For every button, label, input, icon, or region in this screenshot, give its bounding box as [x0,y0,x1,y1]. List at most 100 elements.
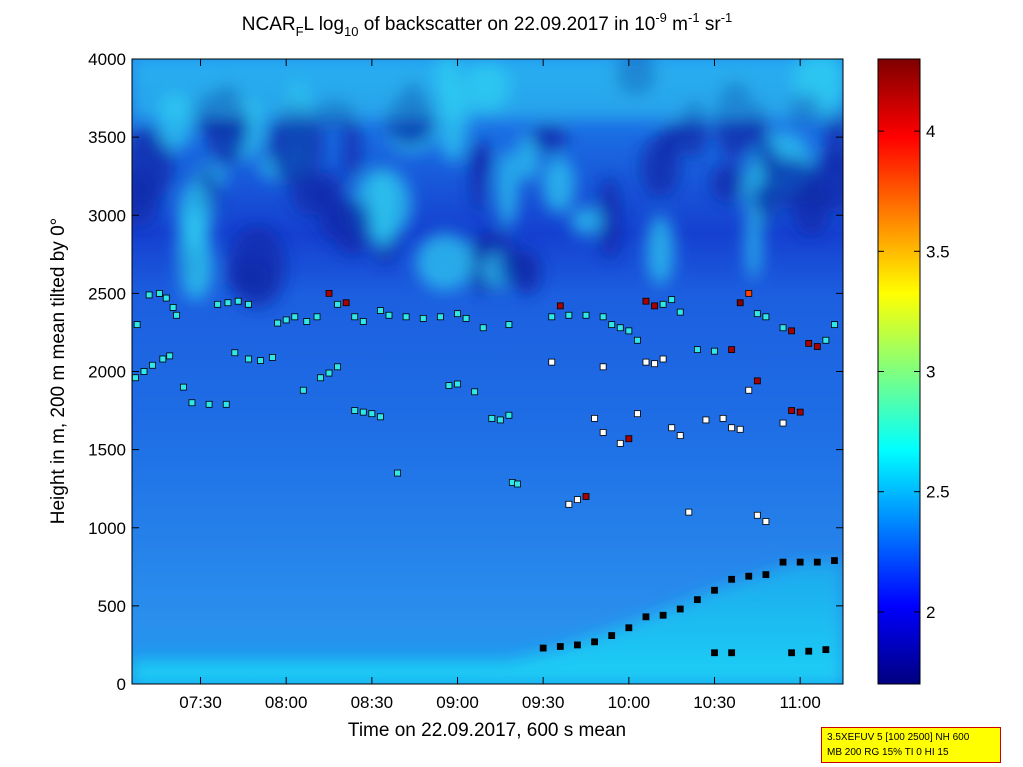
detection-marker [317,374,324,382]
detection-marker [676,308,684,316]
detection-marker [445,382,453,389]
detection-marker [625,435,633,443]
detection-marker [505,321,513,329]
y-tick: 500 [98,597,843,616]
detection-marker [779,558,787,566]
detection-marker [753,377,761,385]
parameter-info-box: 3.5XEFUV 5 [100 2500] NH 600 MB 200 RG 1… [821,727,1001,763]
detection-marker [599,313,607,321]
detection-marker [728,575,736,583]
detection-marker [831,557,838,564]
field-patch [342,117,362,179]
detection-marker [745,386,753,394]
detection-marker [711,347,718,355]
detection-marker [159,355,167,363]
detection-marker [634,336,641,344]
x-tick: 10:00 [608,59,651,712]
x-tick-label: 08:30 [351,693,394,712]
detection-marker [702,416,710,424]
colorbar-tick: 3 [878,363,935,382]
detection-marker [556,643,564,650]
x-tick: 09:00 [436,59,479,712]
detection-marker [359,408,367,416]
detection-marker [711,586,718,594]
field-patch [570,206,603,236]
x-tick: 08:30 [351,59,394,712]
y-tick-label: 4000 [88,50,126,69]
colorbar-axis: 2 2.5 3 3.5 4 [878,122,950,622]
detection-marker [454,380,461,388]
colorbar-tick-label: 3.5 [926,242,950,261]
detection-marker [245,355,252,363]
detection-marker [831,321,838,329]
detection-marker [214,300,222,308]
y-tick: 3000 [88,206,843,225]
detection-marker [668,296,676,304]
x-tick-label: 09:30 [522,693,565,712]
upper-light-band [132,59,843,119]
field-patch [496,149,519,228]
colorbar-tick-label: 3 [926,363,935,382]
detection-marker [162,294,170,302]
detection-marker [651,360,658,368]
detection-marker [642,358,650,366]
detection-marker [805,339,813,347]
detection-marker [728,346,736,354]
x-tick: 11:00 [780,59,821,712]
y-tick-label: 0 [117,675,126,694]
detection-marker [745,289,753,297]
x-tick-label: 08:00 [265,693,308,712]
detection-marker [234,297,242,305]
detection-marker [334,300,341,308]
field-patch [498,249,535,284]
detection-marker [299,386,307,394]
field-patch [762,157,817,209]
field-patch [415,233,475,291]
detection-marker [565,500,573,508]
detection-marker [728,424,736,432]
detection-marker [822,646,830,654]
y-tick-label: 3000 [88,206,126,225]
x-tick-label: 07:30 [179,693,222,712]
x-tick: 09:30 [522,59,565,712]
detection-marker [796,558,804,566]
boundary-layer-region [132,562,843,684]
detection-marker [245,300,252,308]
colorbar-tick: 4 [878,122,935,141]
detection-marker [132,374,139,382]
detection-marker [342,299,350,307]
detection-marker [719,414,727,422]
detection-marker [659,611,667,619]
detection-marker [762,518,770,525]
detection-marker [796,408,804,416]
detection-marker [479,324,487,332]
detection-marker [642,297,650,305]
detection-marker [565,311,573,319]
detection-marker [385,311,393,319]
cloud-detection-markers[interactable] [132,289,838,657]
colorbar-tick-label: 2 [926,603,935,622]
detection-marker [779,324,787,332]
detection-marker [145,291,153,299]
detection-marker [779,419,787,427]
detection-marker [616,324,624,332]
x-tick-label: 10:00 [608,693,651,712]
detection-marker [368,410,376,418]
y-tick: 3500 [88,128,843,147]
detection-marker [693,346,701,354]
detection-marker [599,429,607,436]
detection-marker [436,313,444,321]
detection-marker [274,319,282,327]
detection-marker [166,352,174,360]
detection-marker [676,605,684,613]
detection-marker [394,469,401,477]
field-patch [470,150,487,212]
y-axis: 0 500 1000 1500 2000 2500 3000 3500 4000 [88,50,843,694]
detection-marker [668,424,676,432]
detection-marker [625,327,633,335]
detection-marker [351,313,359,321]
y-tick: 2000 [88,363,843,382]
y-tick: 1000 [88,519,843,538]
detection-marker [659,300,667,308]
